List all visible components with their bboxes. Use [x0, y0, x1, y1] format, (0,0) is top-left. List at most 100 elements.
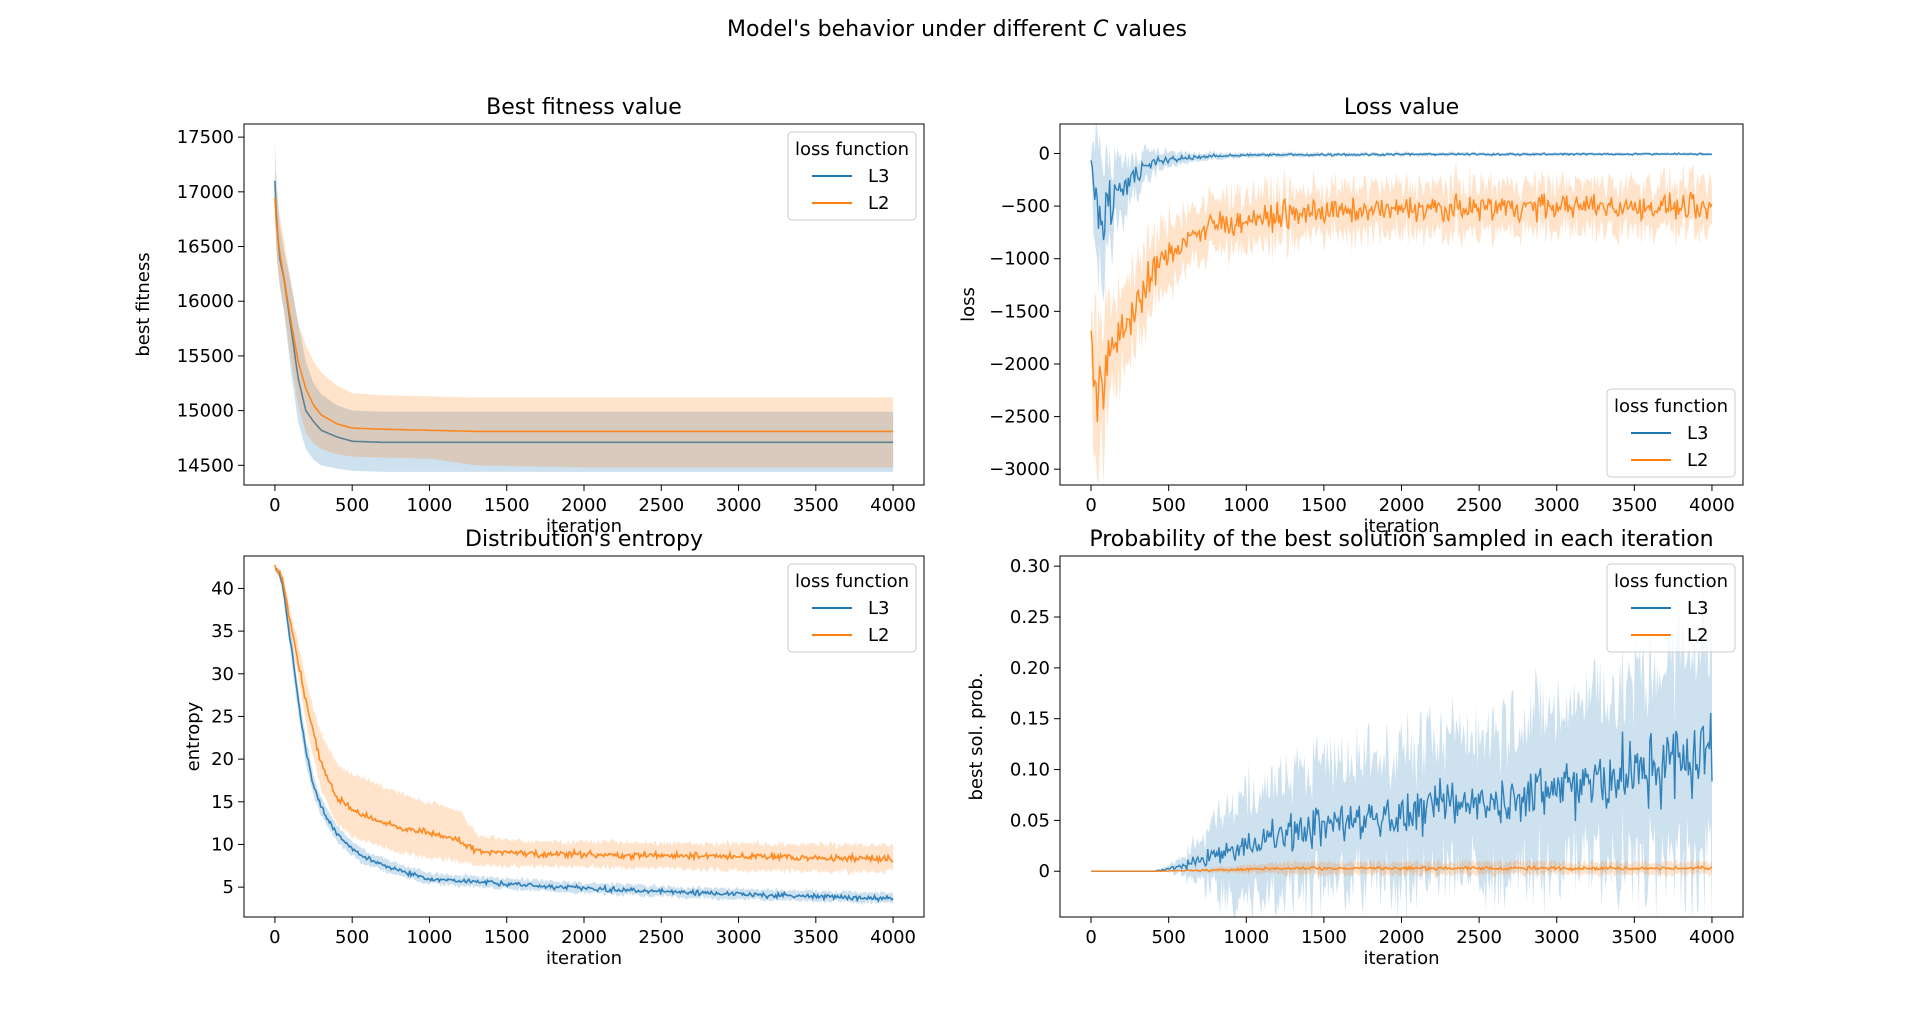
- y-tick-label: 16000: [177, 291, 234, 312]
- y-axis-label: best sol. prob.: [966, 672, 987, 800]
- panel-title: Distribution's entropy: [465, 527, 703, 552]
- series-line-L2: [1091, 864, 1713, 873]
- x-tick-label: 2000: [1379, 495, 1425, 516]
- x-tick-label: 3000: [1534, 927, 1580, 948]
- legend: loss function L3 L2: [1606, 563, 1736, 653]
- x-tick-label: 1500: [484, 927, 530, 948]
- panel-entropy: 0 500 1000 1500 2000 2500 3000 3500 4000 5 10 15 20 2…: [183, 527, 925, 969]
- x-tick-label: 4000: [1689, 927, 1735, 948]
- legend-title: loss function: [1614, 396, 1728, 417]
- suptitle-suffix: values: [1108, 17, 1187, 42]
- series-band-L3: [1091, 581, 1712, 917]
- legend: loss function L3 L2: [1606, 388, 1736, 478]
- y-tick-label: 17000: [177, 182, 234, 203]
- series-band-L2: [274, 169, 894, 468]
- x-tick-label: 2000: [1379, 927, 1425, 948]
- x-tick-label: 0: [269, 927, 280, 948]
- y-axis-label: best fitness: [133, 252, 154, 356]
- x-tick-label: 1000: [407, 495, 453, 516]
- x-tick-label: 2000: [561, 495, 607, 516]
- y-tick-label: 15500: [177, 346, 234, 367]
- series-line-L3: [1091, 712, 1713, 873]
- y-tick-label: 10: [211, 834, 234, 855]
- series-line-L3: [274, 180, 894, 444]
- y-tick-label: 0.15: [1010, 709, 1050, 730]
- legend: loss function L3 L2: [787, 131, 917, 221]
- series-line-L3: [274, 568, 894, 903]
- y-tick-label: 14500: [177, 455, 234, 476]
- y-axis-label: entropy: [183, 701, 204, 771]
- y-tick-label: −1000: [989, 249, 1050, 270]
- series-band-L2: [274, 567, 894, 876]
- x-tick-label: 2500: [1456, 495, 1502, 516]
- x-tick-label: 1500: [1301, 495, 1347, 516]
- panel-title: Best fitness value: [486, 95, 682, 120]
- y-tick-label: −3000: [989, 459, 1050, 480]
- y-tick-label: 40: [211, 578, 234, 599]
- x-tick-label: 3500: [1611, 495, 1657, 516]
- x-tick-label: 1000: [407, 927, 453, 948]
- y-tick-label: 0.20: [1010, 658, 1050, 679]
- y-tick-label: 0: [1039, 143, 1050, 164]
- x-tick-label: 3000: [1534, 495, 1580, 516]
- x-tick-label: 3000: [716, 495, 762, 516]
- legend-entry-L2: L2: [1687, 450, 1708, 471]
- x-axis-label: iteration: [1363, 516, 1439, 537]
- y-tick-label: 0: [1039, 861, 1050, 882]
- x-tick-label: 2500: [1456, 927, 1502, 948]
- x-tick-label: 3500: [793, 495, 839, 516]
- y-tick-label: 0.05: [1010, 810, 1050, 831]
- legend-entry-L2: L2: [1687, 625, 1708, 646]
- y-tick-label: 15000: [177, 401, 234, 422]
- y-tick-label: 20: [211, 749, 234, 770]
- x-tick-label: 1500: [1301, 927, 1347, 948]
- x-tick-label: 3000: [716, 927, 762, 948]
- legend-entry-L2: L2: [868, 625, 889, 646]
- y-tick-label: 30: [211, 664, 234, 685]
- plot-area: [1090, 124, 1713, 485]
- series-line-L2: [1090, 191, 1713, 423]
- y-tick-label: −1500: [989, 301, 1050, 322]
- legend-title: loss function: [795, 571, 909, 592]
- x-tick-label: 500: [1151, 927, 1185, 948]
- figure-suptitle: Model's behavior under different C value…: [727, 17, 1187, 42]
- legend-entry-L3: L3: [868, 598, 889, 619]
- x-tick-label: 3500: [793, 927, 839, 948]
- y-tick-label: −500: [1001, 196, 1050, 217]
- panel-title: Probability of the best solution sampled…: [1089, 527, 1713, 552]
- x-tick-label: 500: [1151, 495, 1185, 516]
- y-tick-label: 0.10: [1010, 760, 1050, 781]
- x-tick-label: 2500: [638, 495, 684, 516]
- legend-entry-L3: L3: [868, 166, 889, 187]
- plot-area: [1091, 581, 1713, 917]
- y-tick-label: 17500: [177, 127, 234, 148]
- y-tick-label: 25: [211, 706, 234, 727]
- x-tick-label: 0: [1085, 927, 1096, 948]
- legend: loss function L3 L2: [787, 563, 917, 653]
- x-tick-label: 500: [335, 495, 369, 516]
- y-tick-label: 0.30: [1010, 556, 1050, 577]
- panel-loss: 0 500 1000 1500 2000 2500 3000 3500 4000 −3000 −25…: [958, 95, 1744, 537]
- suptitle-prefix: Model's behavior under different: [727, 17, 1093, 42]
- panel-best-fitness: 0 500 1000 1500 2000 2500 3000 3500 4000 14500 150…: [133, 95, 925, 537]
- series-line-L2: [274, 197, 894, 433]
- y-tick-label: 0.25: [1010, 607, 1050, 628]
- y-axis-label: loss: [958, 287, 979, 322]
- x-tick-label: 0: [269, 495, 280, 516]
- series-line-L2: [274, 564, 894, 865]
- x-axis-label: iteration: [546, 948, 622, 969]
- y-tick-label: −2000: [989, 354, 1050, 375]
- legend-title: loss function: [1614, 571, 1728, 592]
- x-tick-label: 4000: [870, 495, 916, 516]
- legend-entry-L3: L3: [1687, 598, 1708, 619]
- x-tick-label: 2000: [561, 927, 607, 948]
- x-tick-label: 1500: [484, 495, 530, 516]
- panel-title: Loss value: [1344, 95, 1459, 120]
- suptitle-symbol: C: [1093, 17, 1109, 42]
- y-tick-label: −2500: [989, 407, 1050, 428]
- x-tick-label: 1000: [1223, 495, 1269, 516]
- y-tick-label: 35: [211, 621, 234, 642]
- series-line-L3: [1090, 152, 1713, 241]
- x-tick-label: 500: [335, 927, 369, 948]
